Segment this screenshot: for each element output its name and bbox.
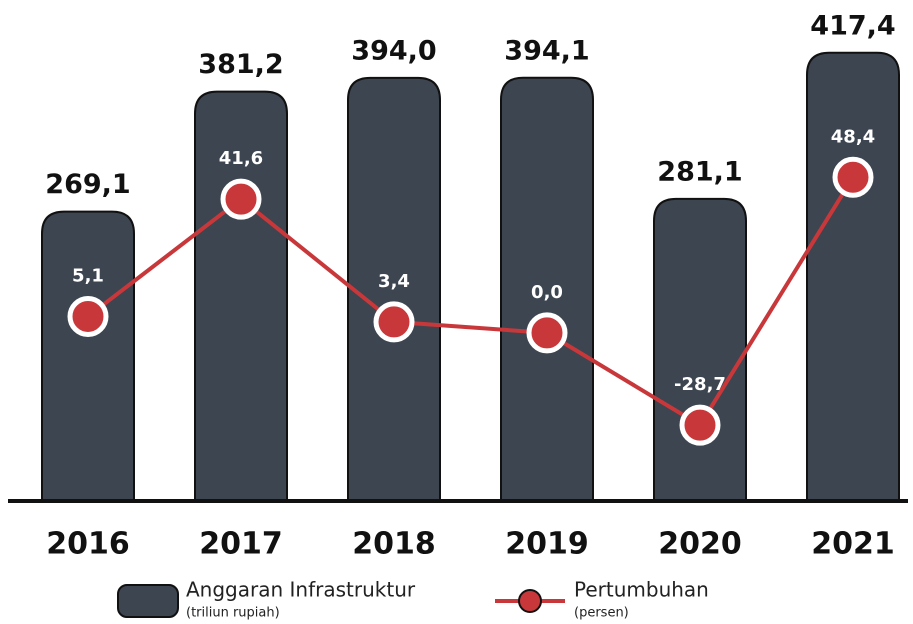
bar [653,197,747,501]
line-point [832,156,874,198]
line-layer: 5,1 41,6 3,4 0,0 -28,7 48,4 [67,126,875,446]
line-value-label: 5,1 [72,265,104,286]
bar [347,76,441,501]
line [86,176,855,428]
bar [500,76,594,501]
x-tick-label: 2016 [46,527,130,562]
line-point [526,312,568,354]
bar-value-label: 394,0 [351,35,436,66]
line-value-label: 41,6 [219,148,263,169]
legend-sublabel: (persen) [574,606,629,621]
legend-sublabel: (triliun rupiah) [186,606,280,621]
line-point [67,295,109,337]
bar-value-label: 281,1 [657,156,742,187]
bar-value-label: 269,1 [45,169,130,200]
x-tick-label: 2019 [505,527,589,562]
bar-value-label: 381,2 [198,49,283,80]
x-tick-label: 2021 [811,527,895,562]
bar-value-label: 417,4 [810,10,895,41]
x-tick-label: 2020 [658,527,742,562]
legend-label: Pertumbuhan [574,578,709,602]
bar-value-label: 394,1 [504,35,589,66]
legend-label: Anggaran Infrastruktur [186,578,416,602]
line-point [679,404,721,446]
legend-swatch-bar [117,584,179,618]
legend-swatch-dot [518,589,542,613]
legend: Anggaran Infrastruktur (triliun rupiah) … [117,578,709,621]
line-value-label: 48,4 [831,126,875,147]
bars: 269,1 381,2 394,0 394,1 281,1 417,4 [41,10,900,501]
x-tick-label: 2017 [199,527,283,562]
line-value-label: 3,4 [378,271,410,292]
bar [41,210,135,501]
line-value-label: 0,0 [531,282,563,303]
bar [806,51,900,501]
line-value-label: -28,7 [674,374,726,395]
x-tick-label: 2018 [352,527,436,562]
bar [194,90,288,501]
line-point [220,178,262,220]
line-point [373,301,415,343]
